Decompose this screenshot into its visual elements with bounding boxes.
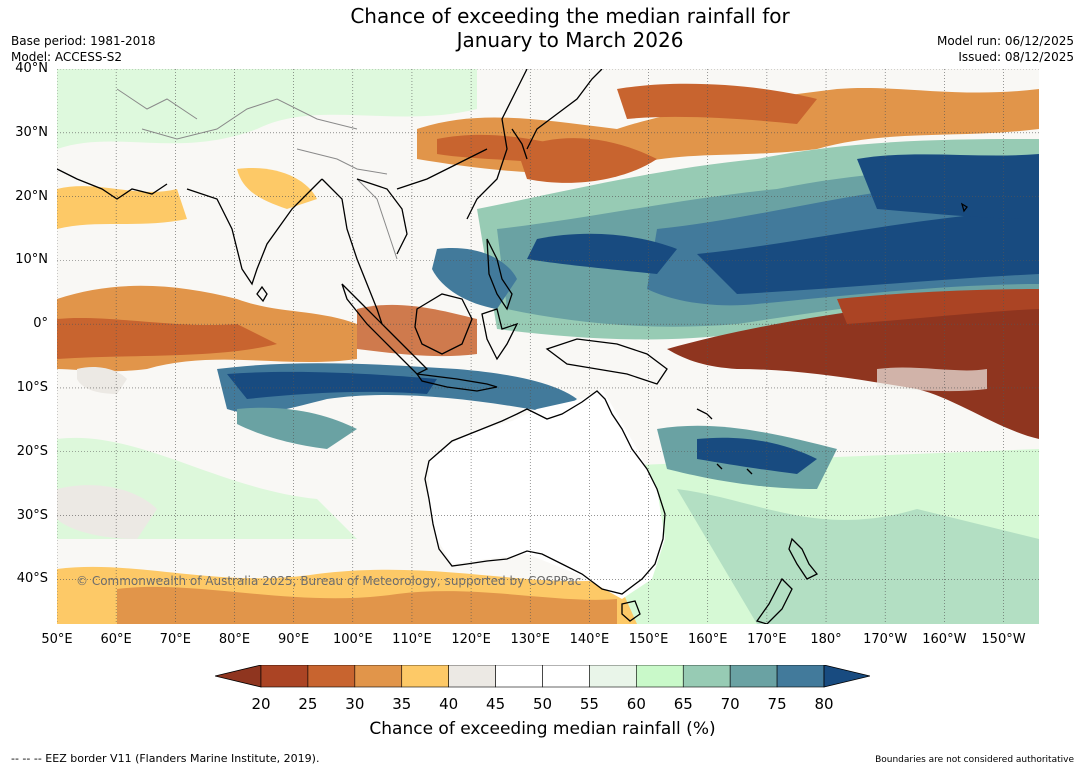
colorbar-bin	[215, 665, 262, 688]
colorbar-tick: 65	[673, 695, 693, 713]
lon-label: 170°E	[747, 632, 787, 647]
colorbar	[215, 665, 870, 688]
meta-left: Base period: 1981-2018 Model: ACCESS-S2	[11, 33, 156, 65]
colorbar-bin	[589, 665, 637, 688]
lon-label: 130°E	[510, 632, 551, 647]
boundary-disclaimer: Boundaries are not considered authoritat…	[875, 755, 1074, 765]
colorbar-tick: 70	[720, 695, 740, 713]
lon-label: 140°E	[569, 632, 610, 647]
colorbar-tick: 40	[439, 695, 459, 713]
lat-label: 10°S	[16, 379, 48, 395]
colorbar-bin	[307, 665, 356, 688]
lat-label: 40°S	[16, 571, 48, 587]
map-canvas	[57, 69, 1039, 624]
colorbar-tick: 55	[579, 695, 599, 713]
lon-label: 80°E	[218, 632, 251, 647]
colorbar-bin	[729, 665, 778, 688]
colorbar-tick: 50	[532, 695, 553, 713]
colorbar-tick: 60	[626, 695, 646, 713]
lat-label: 0°	[33, 316, 48, 332]
meta-right: Model run: 06/12/2025 Issued: 08/12/2025	[937, 33, 1074, 65]
lon-label: 160°E	[687, 632, 728, 647]
lat-label: 20°S	[16, 443, 48, 459]
colorbar-tick: 80	[814, 695, 834, 713]
colorbar-bin	[636, 665, 684, 688]
colorbar-tick: 75	[767, 695, 787, 713]
map-title: Chance of exceeding the median rainfall …	[350, 4, 790, 52]
lon-label: 160°W	[922, 632, 967, 647]
lon-label: 150°W	[981, 632, 1026, 647]
lat-label: 30°S	[16, 507, 48, 523]
map-grid	[57, 69, 1039, 624]
lon-label: 150°E	[628, 632, 669, 647]
lon-label: 70°E	[159, 632, 191, 647]
lat-label: 40°N	[15, 61, 48, 76]
colorbar-tick: 30	[345, 695, 365, 713]
colorbar-title: Chance of exceeding median rainfall (%)	[369, 719, 716, 739]
colorbar-bin	[682, 665, 731, 688]
coastlines	[57, 69, 968, 624]
model-run: Model run: 06/12/2025	[936, 34, 1074, 48]
colorbar-tick: 25	[298, 695, 318, 713]
colorbar-bin	[542, 665, 590, 688]
colorbar-bin	[495, 665, 543, 688]
lat-label: 20°N	[15, 188, 48, 204]
lon-label: 90°E	[277, 632, 310, 647]
colorbar-bin	[448, 665, 496, 688]
colorbar-tick: 45	[486, 695, 506, 713]
country-borders	[116, 88, 398, 260]
colorbar-bin	[260, 665, 309, 688]
colorbar-bin	[823, 665, 870, 688]
lon-label: 170°W	[863, 632, 908, 647]
lon-label: 60°E	[100, 632, 132, 647]
base-period: Base period: 1981-2018	[11, 34, 156, 48]
colorbar-tick: 35	[392, 695, 412, 713]
lat-label: 30°N	[15, 124, 48, 140]
colorbar-tick: 20	[251, 695, 271, 713]
model-name: Model: ACCESS-S2	[11, 50, 123, 64]
colorbar-bin	[776, 665, 825, 688]
colorbar-bin	[354, 665, 403, 688]
issued-date: Issued: 08/12/2025	[958, 50, 1074, 64]
lat-label: 10°N	[15, 252, 48, 268]
rainfall-field	[57, 69, 1039, 624]
lon-label: 110°E	[392, 632, 432, 647]
lon-label: 120°E	[451, 632, 491, 647]
eez-note: -- -- -- EEZ border V11 (Flanders Marine…	[11, 752, 320, 765]
copyright-notice: © Commonwealth of Australia 2025, Bureau…	[76, 574, 582, 588]
lon-label: 180°	[810, 632, 842, 647]
colorbar-bin	[401, 665, 449, 688]
lon-label: 100°E	[333, 632, 373, 647]
rainfall-map[interactable]	[57, 69, 1039, 624]
lon-label: 50°E	[41, 632, 73, 647]
